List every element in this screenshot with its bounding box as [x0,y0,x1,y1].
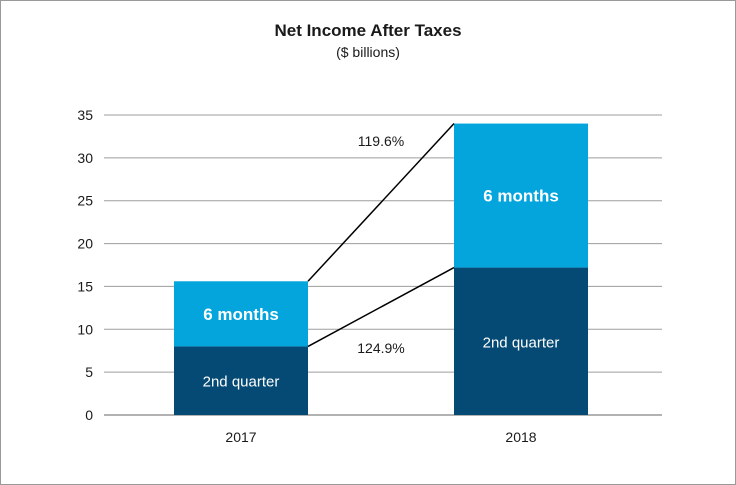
y-tick-label: 5 [85,364,93,380]
y-tick-label: 10 [77,321,93,337]
growth-label: 119.6% [358,133,404,149]
growth-connectors: 119.6% 124.9% [307,123,455,356]
bar-segment-label: 2nd quarter [483,334,560,351]
y-axis-ticks: 0 5 10 15 20 25 30 35 [77,107,93,423]
y-tick-label: 25 [77,193,93,209]
x-tick-label: 2018 [505,429,536,445]
bar-segment [454,123,588,268]
y-tick-label: 20 [77,236,93,252]
bar-segment [174,346,308,415]
y-tick-label: 35 [77,107,93,123]
growth-label: 124.9% [357,340,404,356]
bar-segment-label: 2nd quarter [203,374,280,391]
growth-line [307,266,455,348]
bar-segment-label: 6 months [203,305,279,324]
y-tick-label: 15 [77,278,93,294]
chart-title: Net Income After Taxes [274,21,462,40]
bar-segment [454,267,588,415]
y-tick-label: 30 [77,150,93,166]
bar-segment-label: 6 months [483,187,559,206]
growth-line [307,123,455,282]
x-tick-label: 2017 [225,429,256,445]
bar-segment [174,281,308,347]
y-tick-label: 0 [85,407,93,423]
bars: 2nd quarter 6 months 2nd quarter 6 months [174,123,588,415]
chart-subtitle: ($ billions) [336,44,400,60]
x-axis-ticks: 2017 2018 [225,429,536,445]
